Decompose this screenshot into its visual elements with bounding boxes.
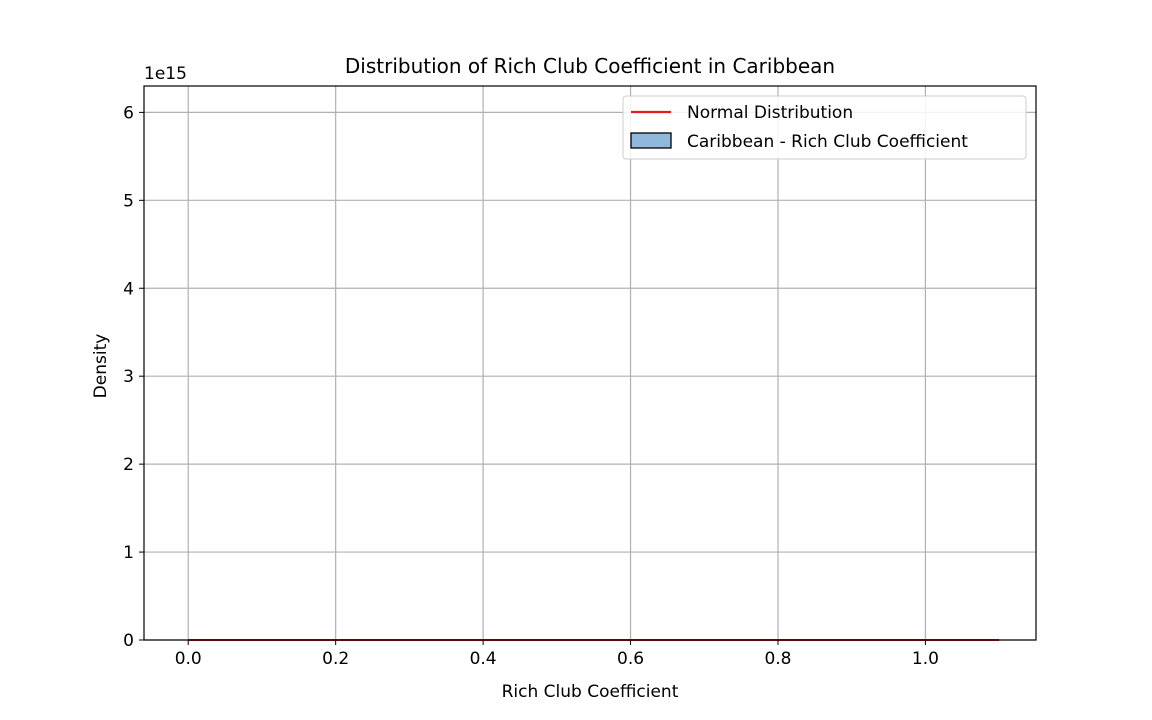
axis-ticks: 0.0 0.2 0.4 0.6 0.8 1.0 0 1 2 3 4 5 6 bbox=[123, 103, 939, 669]
x-tick-label-0: 0.0 bbox=[175, 649, 202, 669]
y-tick-label-5: 5 bbox=[123, 191, 134, 211]
y-offset-text: 1e15 bbox=[144, 64, 187, 84]
x-tick-label-3: 0.6 bbox=[617, 649, 644, 669]
grid-lines bbox=[144, 86, 1036, 641]
chart-title: Distribution of Rich Club Coefficient in… bbox=[345, 54, 835, 78]
plot-frame bbox=[143, 85, 1037, 641]
x-tick-label-1: 0.2 bbox=[322, 649, 349, 669]
x-tick-label-5: 1.0 bbox=[912, 649, 939, 669]
x-axis-label: Rich Club Coefficient bbox=[502, 682, 679, 702]
x-tick-label-4: 0.8 bbox=[764, 649, 791, 669]
y-tick-label-3: 3 bbox=[123, 367, 134, 387]
x-tick-label-2: 0.4 bbox=[470, 649, 497, 669]
y-tick-label-0: 0 bbox=[123, 631, 134, 651]
y-tick-label-1: 1 bbox=[123, 543, 134, 563]
legend-label-normal-distribution: Normal Distribution bbox=[687, 103, 853, 123]
legend-label-caribbean: Caribbean - Rich Club Coefficient bbox=[687, 132, 968, 152]
legend: Normal Distribution Caribbean - Rich Clu… bbox=[622, 95, 1027, 160]
y-tick-label-6: 6 bbox=[123, 103, 134, 123]
y-axis-label: Density bbox=[91, 334, 111, 399]
legend-swatch-caribbean bbox=[630, 132, 672, 149]
legend-frame bbox=[622, 95, 1027, 160]
y-tick-label-4: 4 bbox=[123, 279, 134, 299]
y-tick-label-2: 2 bbox=[123, 455, 134, 475]
